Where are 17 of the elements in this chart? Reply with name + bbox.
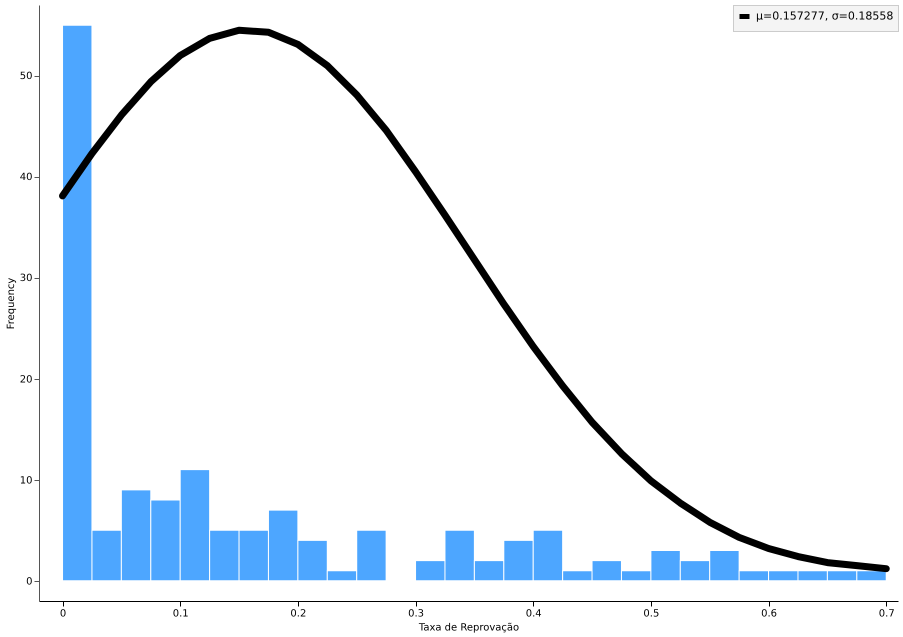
y-tick-label: 10 <box>20 475 32 486</box>
x-axis-title: Taxa de Reprovação <box>418 622 520 634</box>
x-tick-label: 0.7 <box>878 608 895 620</box>
y-tick-label: 40 <box>20 172 32 184</box>
x-tick-label: 0.6 <box>761 608 778 620</box>
x-tick-label: 0.3 <box>408 608 424 620</box>
x-tick-label: 0.1 <box>172 608 189 620</box>
y-axis-title: Frequency <box>6 278 17 330</box>
legend-label: μ=0.157277, σ=0.18558 <box>756 10 894 22</box>
x-tick-label: 0.5 <box>643 608 660 620</box>
x-tick-label: 0.4 <box>526 608 542 620</box>
y-tick-label: 30 <box>20 273 32 284</box>
y-tick-label: 20 <box>20 374 32 386</box>
y-tick-label: 0 <box>26 576 32 588</box>
x-tick-label: 0.2 <box>290 608 306 620</box>
y-tick-label: 50 <box>20 71 32 82</box>
x-tick-label: 0 <box>60 608 66 620</box>
